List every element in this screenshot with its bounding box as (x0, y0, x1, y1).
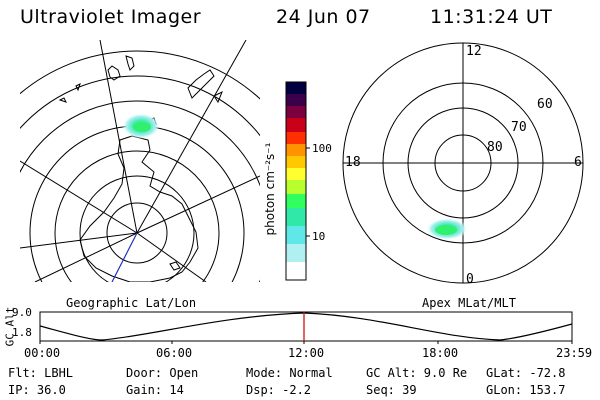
status-glon: GLon: 153.7 (486, 383, 566, 397)
timeline-xtick-2359: 23:59 (556, 346, 593, 360)
status-mode: Mode: Normal (246, 366, 333, 380)
altitude-timeline (39, 311, 573, 344)
geo-lat-circle (20, 75, 260, 137)
image-time: 11:31:24 UT (430, 6, 553, 28)
coastline-antarctica (79, 135, 199, 282)
geo-map-label: Geographic Lat/Lon (66, 296, 197, 310)
geo-lat-circle (54, 150, 220, 282)
altitude-curve (39, 312, 573, 341)
timeline-xtick-0000: 00:00 (24, 346, 61, 360)
timeline-xtick-1200: 12:00 (288, 346, 325, 360)
geo-meridian (136, 232, 207, 282)
image-date: 24 Jun 07 (276, 6, 371, 28)
aurora-emission-core-geo (133, 122, 151, 132)
status-ip: IP: 36.0 (8, 383, 66, 397)
timeline-frame (39, 311, 573, 342)
status-dsp: Dsp: -2.2 (246, 383, 312, 397)
colorbar-tick-10: 10 (312, 230, 326, 243)
geo-meridian (20, 232, 138, 249)
aurora-emission-core-polar (435, 225, 457, 235)
status-gain: Gain: 14 (126, 383, 184, 397)
polar-map (342, 42, 584, 284)
coastline-australia (107, 55, 135, 81)
timeline-xtick-0600: 06:00 (156, 346, 193, 360)
timeline-xtick-1800: 18:00 (422, 346, 459, 360)
geographic-map (20, 40, 260, 282)
coastline-islands (58, 83, 181, 271)
status-seq: Seq: 39 (366, 383, 417, 397)
status-glat: GLat: -72.8 (486, 366, 566, 380)
geo-lat-circle (20, 100, 260, 282)
mlt-label-18: 18 (345, 155, 361, 170)
colorbar-unit-label: photon cm⁻²s⁻¹ (263, 142, 277, 236)
timeline-ytick-9: 9.0 (12, 306, 32, 319)
mlt-label-0: 0 (466, 272, 474, 287)
geo-meridian (136, 40, 247, 234)
geo-lat-circle (20, 50, 260, 100)
mlat-label-60: 60 (537, 97, 553, 112)
status-filter: Flt: LBHL (8, 366, 74, 380)
mlat-label-70: 70 (511, 120, 527, 135)
satellite-nadir-line (111, 232, 138, 282)
geo-meridian (136, 175, 260, 234)
mlt-label-6: 6 (574, 155, 582, 170)
geo-meridian (20, 160, 138, 234)
geo-lat-circle (79, 175, 195, 282)
colorbar-tick-100: 100 (312, 142, 332, 155)
coastline-newzealand (187, 69, 223, 104)
status-gc-alt: GC Alt: 9.0 Re (366, 366, 468, 380)
timeline-ytick-1-8: 1.8 (12, 326, 32, 339)
colorbar (285, 81, 310, 281)
geo-lat-circle (106, 202, 168, 264)
geo-meridian (99, 40, 138, 234)
app-title: Ultraviolet Imager (20, 6, 202, 28)
polar-map-label: Apex MLat/MLT (422, 296, 516, 310)
mlat-label-80: 80 (487, 140, 503, 155)
status-door: Door: Open (126, 366, 199, 380)
mlt-label-12: 12 (466, 44, 482, 59)
